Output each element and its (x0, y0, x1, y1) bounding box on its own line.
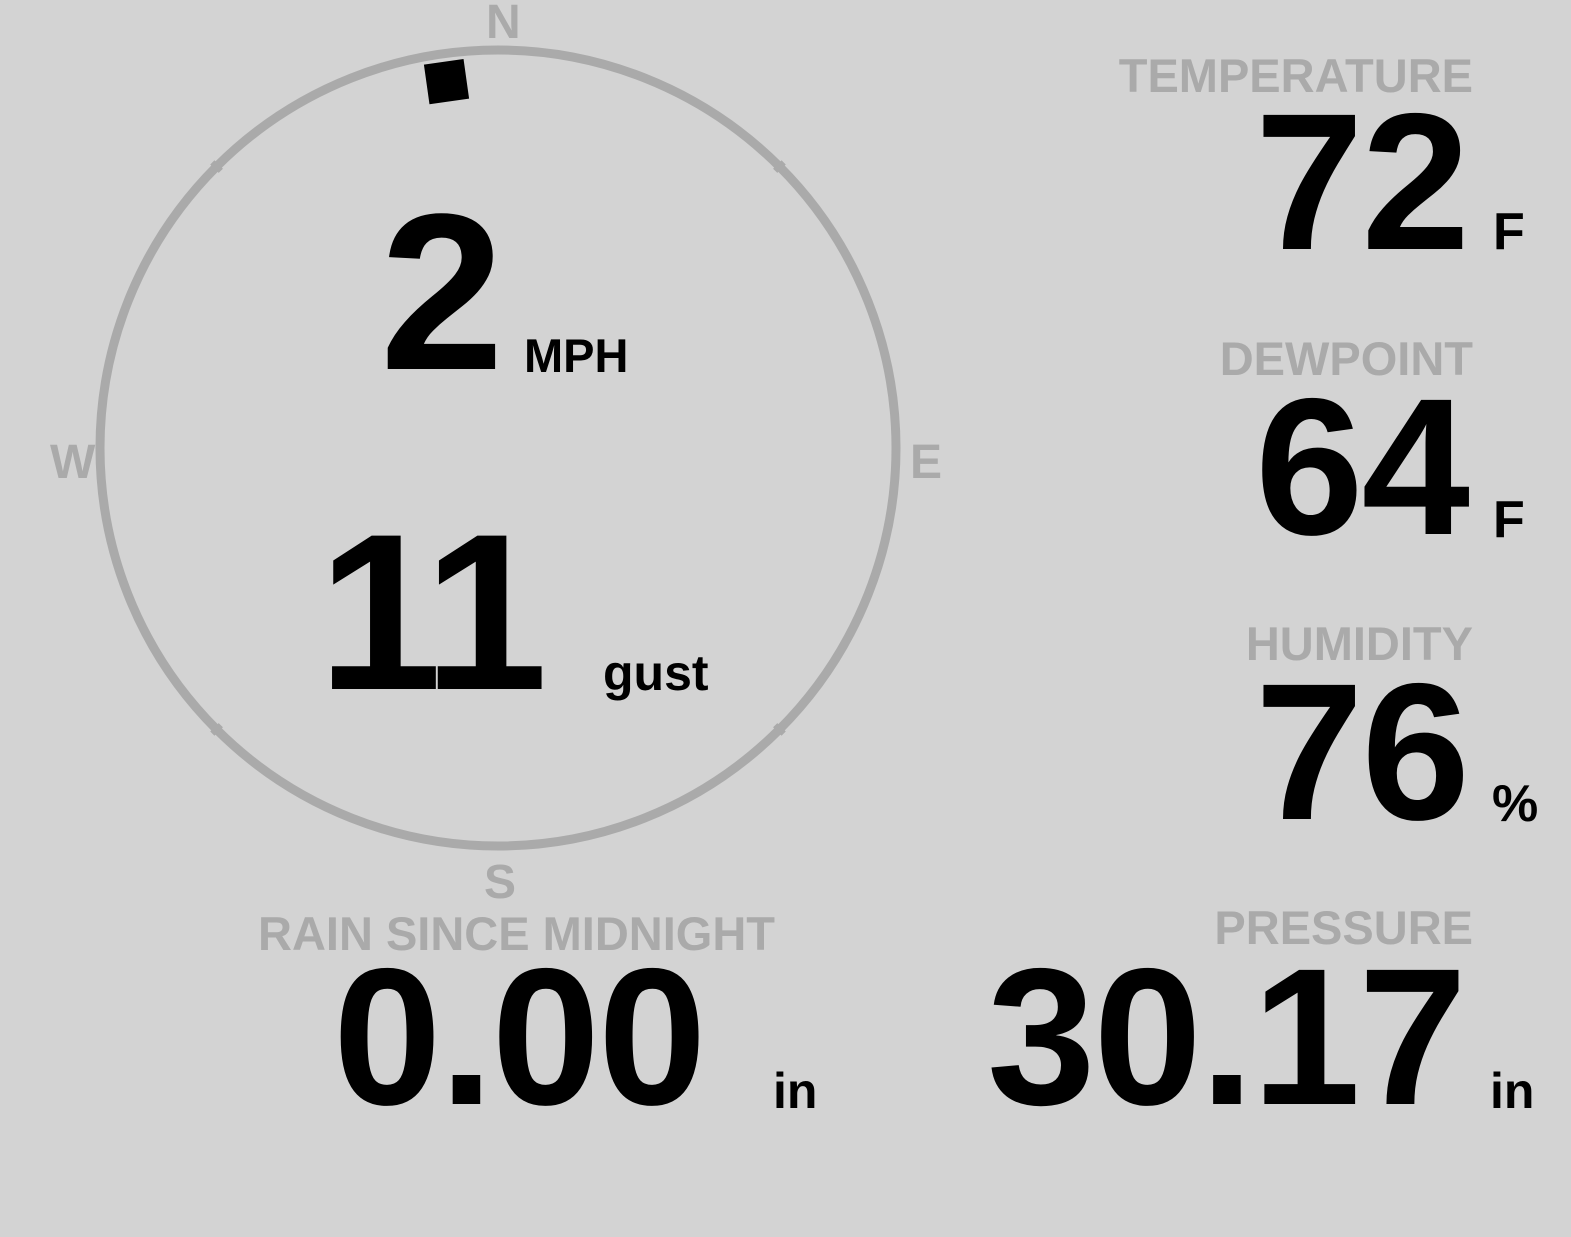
humidity-unit: % (1492, 775, 1539, 833)
compass-tick (773, 160, 786, 173)
dewpoint-label: DEWPOINT (1219, 332, 1473, 385)
wind-gust-label: gust (603, 645, 709, 701)
wind-gust-value: 11 (318, 488, 548, 737)
dewpoint-value: 64 (1255, 358, 1470, 576)
dewpoint-unit: F (1493, 491, 1525, 549)
compass-tick (210, 160, 223, 173)
humidity-label: HUMIDITY (1245, 617, 1473, 670)
rain-unit: in (773, 1063, 818, 1119)
rain-label: RAIN SINCE MIDNIGHT (258, 907, 775, 960)
compass-north-label: N (486, 0, 521, 49)
humidity-value: 76 (1255, 643, 1470, 861)
pressure-label: PRESSURE (1214, 901, 1473, 954)
wind-speed-value: 2 (380, 168, 505, 417)
pressure-value: 30.17 (987, 928, 1467, 1146)
rain-value: 0.00 (333, 928, 707, 1146)
pressure-unit: in (1490, 1063, 1535, 1119)
compass-tick (773, 723, 786, 736)
temperature-label: TEMPERATURE (1118, 49, 1473, 102)
compass-east-label: E (910, 436, 943, 489)
wind-speed-unit: MPH (524, 329, 629, 382)
temperature-value: 72 (1255, 73, 1470, 291)
wind-direction-marker (423, 59, 470, 105)
compass-ring (95, 45, 901, 851)
compass-west-label: W (50, 436, 96, 489)
compass-tick (210, 723, 223, 736)
temperature-unit: F (1493, 203, 1525, 261)
compass-south-label: S (484, 856, 517, 909)
